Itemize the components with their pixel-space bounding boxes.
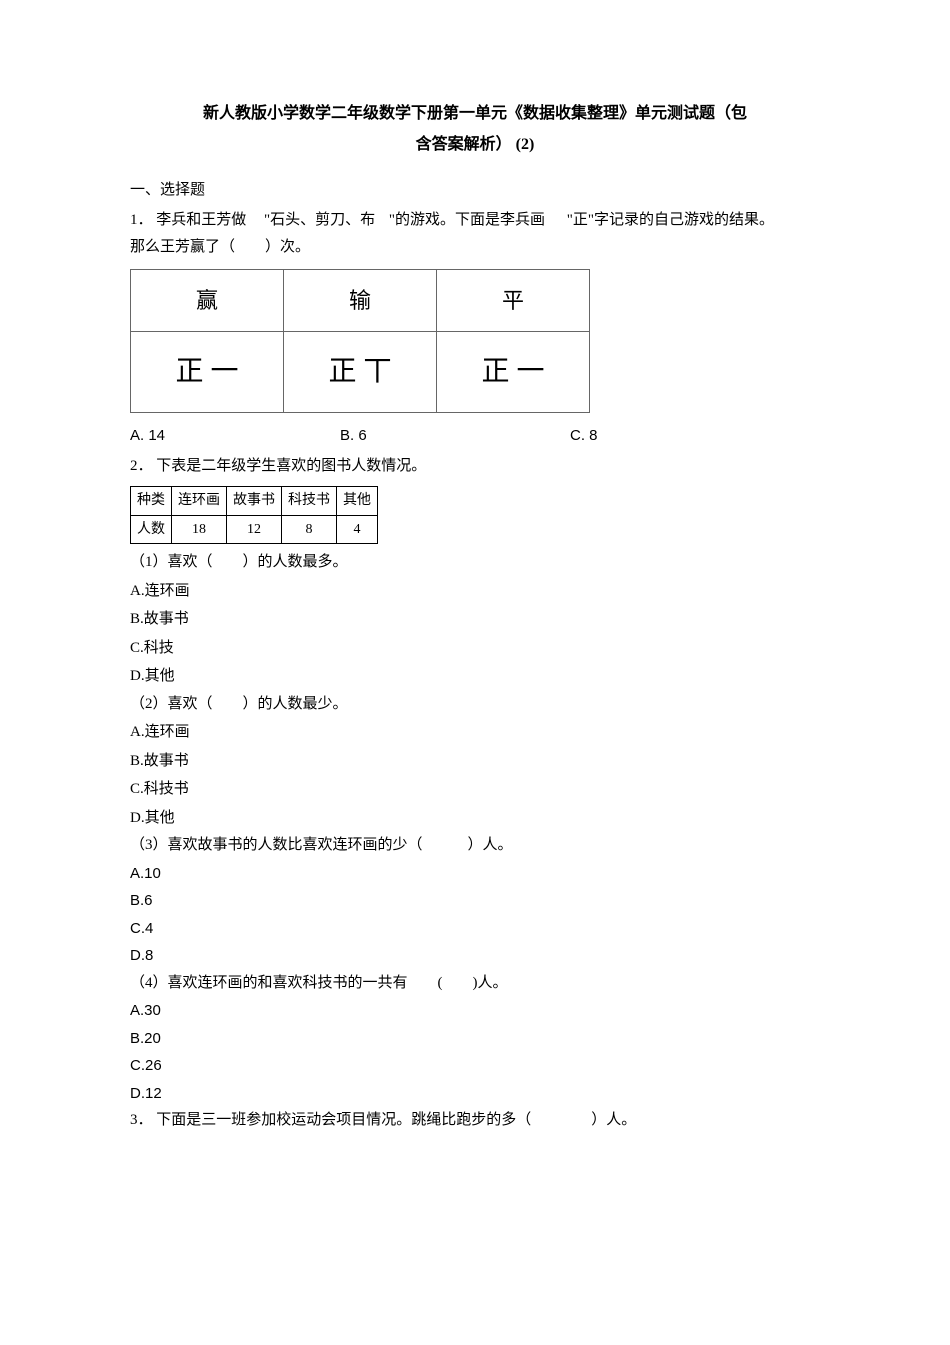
tally-cell-win: 正 一 — [131, 332, 284, 413]
question-3: 3． 下面是三一班参加校运动会项目情况。跳绳比跑步的多（ ）人。 — [130, 1108, 820, 1134]
q1-quote-b: "正"字记录的自己游戏的结果。 — [567, 212, 774, 228]
q3-text: 下面是三一班参加校运动会项目情况。跳绳比跑步的多（ ）人。 — [156, 1112, 636, 1128]
q2-sub1: （1）喜欢（ ）的人数最多。 — [130, 550, 820, 576]
q1-choices: A. 14 B. 6 C. 8 — [130, 423, 820, 449]
doc-title-line2: 含答案解析） (2) — [130, 131, 820, 158]
q2-text: 下表是二年级学生喜欢的图书人数情况。 — [156, 458, 426, 474]
q2-sub2-b: B.故事书 — [130, 748, 820, 775]
question-2: 2． 下表是二年级学生喜欢的图书人数情况。 — [130, 454, 820, 480]
q2-td-tech: 8 — [282, 515, 337, 544]
q1-choice-b: B. 6 — [340, 423, 570, 449]
q2-sub1-b: B.故事书 — [130, 606, 820, 633]
page-container: 新人教版小学数学二年级数学下册第一单元《数据收集整理》单元测试题（包 含答案解析… — [0, 0, 950, 1196]
question-1-line2: 那么王芳赢了（ ）次。 — [130, 235, 820, 261]
question-1: 1． 李兵和王芳做 "石头、剪刀、布 "的游戏。下面是李兵画 "正"字记录的自己… — [130, 208, 820, 234]
q2-th-other: 其他 — [337, 486, 378, 515]
q2-td-story: 12 — [227, 515, 282, 544]
q2-number: 2． — [130, 458, 153, 474]
q2-sub4-b: B.20 — [130, 1026, 820, 1052]
q1-choice-c: C. 8 — [570, 423, 598, 449]
q2-td-other: 4 — [337, 515, 378, 544]
q2-sub2-c: C.科技书 — [130, 776, 820, 803]
section-1-heading: 一、选择题 — [130, 178, 820, 204]
q2-data-table: 种类 连环画 故事书 科技书 其他 人数 18 12 8 4 — [130, 486, 378, 545]
q1-choice-a: A. 14 — [130, 423, 340, 449]
q2-th-type: 种类 — [131, 486, 172, 515]
tally-cell-lose: 正 丅 — [284, 332, 437, 413]
q2-th-comic: 连环画 — [172, 486, 227, 515]
doc-title-line1: 新人教版小学数学二年级数学下册第一单元《数据收集整理》单元测试题（包 — [130, 100, 820, 127]
q2-sub3-b: B.6 — [130, 888, 820, 914]
q2-sub2-d: D.其他 — [130, 805, 820, 832]
q2-th-tech: 科技书 — [282, 486, 337, 515]
tally-header-tie: 平 — [437, 269, 590, 331]
q2-sub1-a: A.连环画 — [130, 578, 820, 605]
q2-th-story: 故事书 — [227, 486, 282, 515]
q2-sub3-a: A.10 — [130, 861, 820, 887]
q1-tally-table: 赢 输 平 正 一 正 丅 正 一 — [130, 269, 590, 413]
q2-sub1-d: D.其他 — [130, 663, 820, 690]
tally-cell-tie: 正 一 — [437, 332, 590, 413]
q2-sub3-c: C.4 — [130, 916, 820, 942]
q1-text-a: 李兵和王芳做 — [156, 212, 246, 228]
q2-sub2: （2）喜欢（ ）的人数最少。 — [130, 692, 820, 718]
q2-sub4-d: D.12 — [130, 1081, 820, 1107]
q2-sub4-a: A.30 — [130, 998, 820, 1024]
q2-sub1-c: C.科技 — [130, 635, 820, 662]
q3-number: 3． — [130, 1112, 153, 1128]
q2-sub4-c: C.26 — [130, 1053, 820, 1079]
q2-td-comic: 18 — [172, 515, 227, 544]
q1-quote-a: "石头、剪刀、布 — [264, 212, 375, 228]
q2-sub3: （3）喜欢故事书的人数比喜欢连环画的少（ ）人。 — [130, 833, 820, 859]
q2-sub2-a: A.连环画 — [130, 719, 820, 746]
tally-header-lose: 输 — [284, 269, 437, 331]
q1-text-b: "的游戏。下面是李兵画 — [389, 212, 545, 228]
q2-td-label: 人数 — [131, 515, 172, 544]
q1-number: 1． — [130, 212, 153, 228]
q2-sub3-d: D.8 — [130, 943, 820, 969]
q2-sub4: （4）喜欢连环画的和喜欢科技书的一共有 ( )人。 — [130, 971, 820, 997]
tally-header-win: 赢 — [131, 269, 284, 331]
